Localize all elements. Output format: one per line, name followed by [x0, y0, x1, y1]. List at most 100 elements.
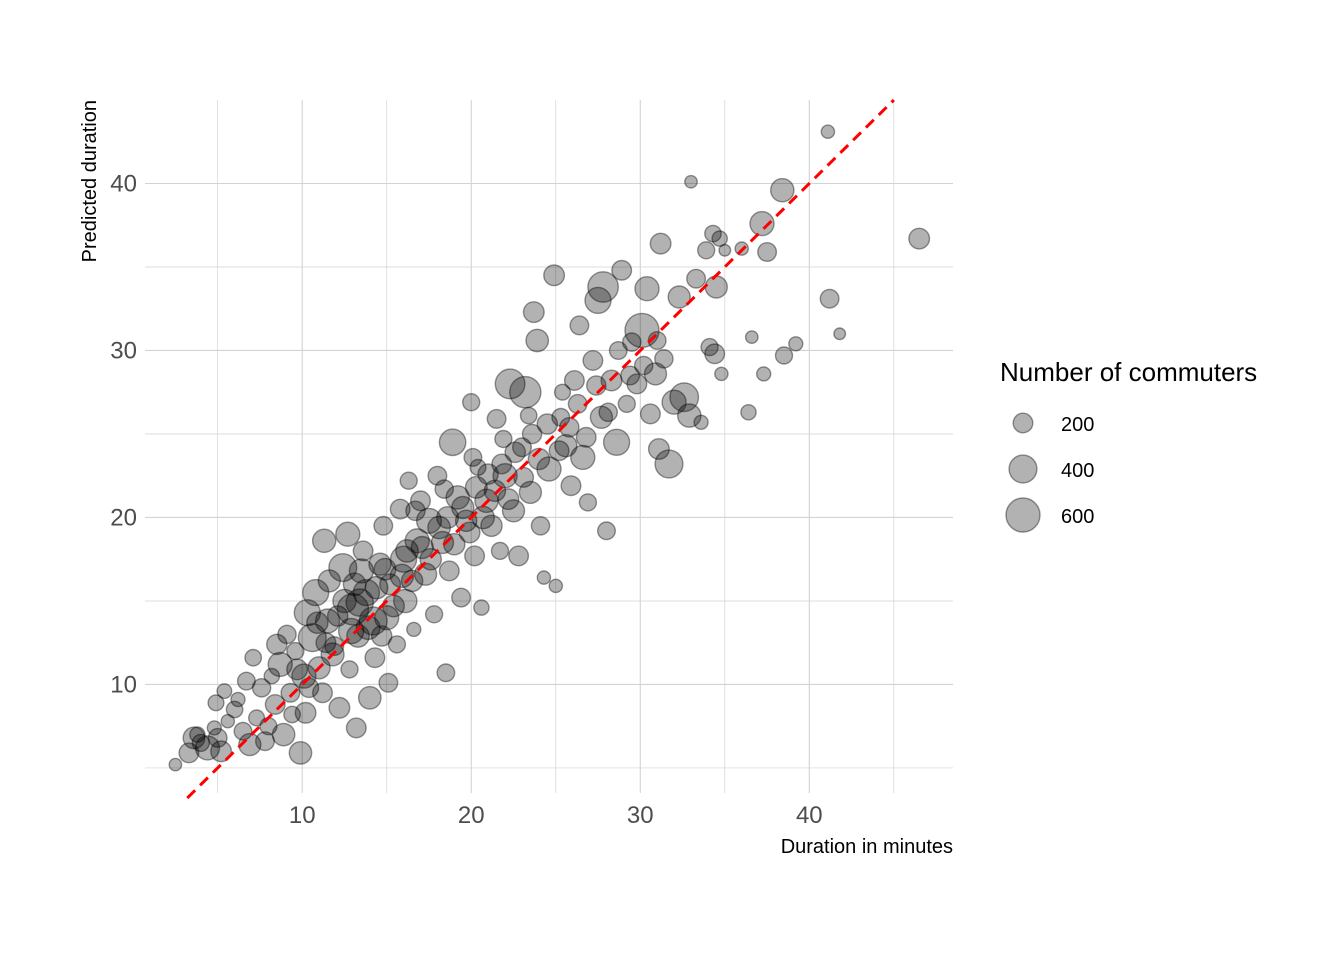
data-point [774, 346, 794, 365]
data-point [328, 552, 358, 583]
data-point [364, 647, 386, 669]
data-point [757, 241, 778, 262]
data-point [392, 588, 418, 614]
x-axis-title: Duration in minutes [781, 836, 953, 858]
data-point [263, 667, 281, 685]
data-point [314, 608, 341, 634]
data-point [548, 578, 564, 594]
data-point [294, 701, 317, 724]
legend-key-circle [1008, 454, 1038, 484]
legend: Number of commuters 200 400 600 [1000, 357, 1257, 533]
data-point [647, 438, 670, 461]
data-point [788, 336, 804, 352]
data-point [326, 605, 349, 627]
data-point [399, 471, 418, 490]
x-tick-label: 40 [796, 802, 823, 829]
data-point [370, 625, 393, 647]
data-point [277, 624, 297, 645]
data-point [378, 672, 399, 693]
data-point [346, 624, 370, 648]
data-point [400, 569, 424, 593]
grid-lines [145, 100, 953, 793]
data-point [373, 515, 394, 536]
data-point [345, 588, 375, 617]
x-tick-label: 30 [627, 802, 654, 829]
data-point [415, 507, 443, 534]
data-point [168, 757, 183, 772]
data-point [358, 606, 388, 636]
data-point [244, 648, 263, 667]
data-point [328, 696, 351, 719]
data-point [570, 444, 596, 471]
data-point [569, 315, 590, 336]
data-point [501, 499, 526, 523]
data-point [589, 405, 614, 429]
y-tick-label: 30 [110, 337, 137, 364]
data-point [617, 394, 636, 414]
data-point [288, 741, 313, 765]
data-point [633, 355, 654, 376]
data-point [436, 506, 460, 530]
data-point [293, 599, 321, 627]
data-point [718, 243, 732, 257]
data-point [374, 605, 400, 631]
y-axis-ticks: 10 20 30 40 [110, 170, 137, 698]
data-point [521, 423, 543, 445]
data-point [382, 594, 406, 618]
data-point [643, 362, 668, 386]
data-point [669, 382, 700, 413]
data-point [405, 500, 426, 522]
data-point [236, 671, 256, 691]
y-tick-label: 10 [110, 671, 137, 698]
data-point [582, 350, 604, 372]
legend-title: Number of commuters [1000, 357, 1257, 387]
data-point [548, 440, 570, 462]
data-point [700, 337, 719, 357]
data-point [389, 545, 418, 573]
data-point [286, 641, 305, 661]
data-point [508, 375, 542, 409]
data-point [711, 230, 729, 247]
data-point [494, 368, 526, 400]
y-axis-title: Predicted duration [79, 100, 101, 262]
data-point [342, 572, 367, 597]
data-point [306, 611, 329, 635]
data-point [238, 732, 262, 757]
data-point [194, 735, 221, 761]
data-point [578, 493, 598, 512]
data-point [611, 259, 633, 281]
data-point [504, 441, 527, 464]
data-point [714, 366, 729, 382]
data-point [770, 177, 795, 203]
data-point [410, 535, 434, 560]
data-point [483, 479, 507, 503]
data-point [352, 578, 381, 607]
data-point [536, 413, 559, 435]
data-point [519, 406, 538, 425]
data-point [206, 720, 223, 736]
data-point [464, 545, 486, 567]
data-point [704, 275, 728, 299]
data-point [302, 578, 330, 607]
data-point [427, 515, 451, 540]
data-point [311, 528, 337, 554]
data-point [438, 560, 460, 582]
data-point [410, 490, 432, 512]
data-point [357, 685, 382, 710]
data-point [248, 709, 266, 727]
data-point [819, 288, 840, 309]
data-point [291, 663, 317, 689]
data-point [492, 463, 518, 489]
legend-label: 200 [1061, 414, 1094, 436]
data-point [756, 366, 772, 382]
data-point [693, 414, 709, 430]
data-point [298, 677, 320, 699]
data-point [373, 557, 397, 581]
data-point [335, 521, 361, 547]
data-point [233, 721, 253, 741]
data-point [575, 426, 597, 448]
data-point [458, 521, 481, 544]
data-point [267, 651, 293, 678]
data-point [451, 495, 475, 520]
